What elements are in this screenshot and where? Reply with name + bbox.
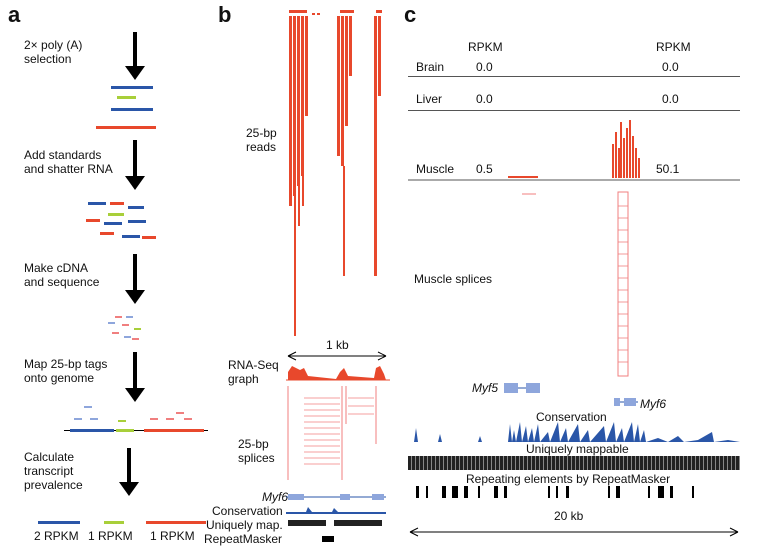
step-5-label: Calculate transcript prevalence xyxy=(24,450,83,492)
panel-c-letter: c xyxy=(404,2,417,27)
tissue-muscle-left: 0.5 xyxy=(476,162,493,176)
rpkm-header-right: RPKM xyxy=(656,40,691,54)
tissue-liver-label: Liver xyxy=(416,92,443,106)
tissue-muscle-label: Muscle xyxy=(416,162,455,176)
tissue-brain-left: 0.0 xyxy=(476,60,493,74)
track-repeatmasker-label: RepeatMasker xyxy=(204,532,283,546)
rnaseq-graph-label: RNA-Seq graph xyxy=(228,358,279,386)
gene-myf5-label: Myf5 xyxy=(472,381,499,395)
tissue-brain-right: 0.0 xyxy=(662,60,679,74)
rpkm-label-3: 1 RPKM xyxy=(150,529,195,543)
step-1-label: 2× poly (A) selection xyxy=(24,38,83,66)
tissue-liver-right: 0.0 xyxy=(662,92,679,106)
gene-myf6-label: Myf6 xyxy=(640,397,667,411)
rnaseq-graph xyxy=(286,366,390,381)
step-4-label: Map 25-bp tags onto genome xyxy=(24,357,108,385)
conservation-track xyxy=(408,422,740,442)
splices-label: 25-bp splices xyxy=(238,437,275,465)
uniquely-mappable-track xyxy=(408,456,740,470)
brain-track-line xyxy=(408,76,740,77)
scale-bar-1kb xyxy=(287,351,387,361)
step-arrow-4 xyxy=(125,352,145,402)
scale-label-20kb: 20 kb xyxy=(554,509,584,523)
splices-track xyxy=(287,386,377,480)
b-annotation-tracks xyxy=(286,494,386,542)
liver-track-line xyxy=(408,110,740,111)
scale-bar-20kb xyxy=(409,527,739,537)
step-3-label: Make cDNA and sequence xyxy=(24,261,100,289)
rpkm-label-1: 2 RPKM xyxy=(34,529,79,543)
muscle-splices-label: Muscle splices xyxy=(414,272,493,286)
step-arrow-5 xyxy=(119,448,139,496)
reads-track xyxy=(289,10,382,336)
rpkm-header-left: RPKM xyxy=(468,40,503,54)
step-2-label: Add standards and shatter RNA xyxy=(24,148,113,176)
muscle-expression-graph xyxy=(408,120,740,181)
uniquely-mappable-label: Uniquely mappable xyxy=(526,442,629,456)
tissue-liver-left: 0.0 xyxy=(476,92,493,106)
gene-models xyxy=(504,383,638,406)
conservation-label: Conservation xyxy=(536,410,607,424)
tissue-brain-label: Brain xyxy=(416,60,445,74)
step-arrow-3 xyxy=(125,254,145,304)
tissue-muscle-right: 50.1 xyxy=(656,162,680,176)
reads-label: 25-bp reads xyxy=(246,126,277,154)
track-uniquely-label: Uniquely map. xyxy=(206,518,283,532)
rpkm-label-2: 1 RPKM xyxy=(88,529,133,543)
scale-label-1kb: 1 kb xyxy=(326,338,349,352)
track-myf6-label: Myf6 xyxy=(262,490,289,504)
repeats-track xyxy=(416,486,694,498)
panel-b-letter: b xyxy=(218,2,232,27)
step-arrow-2 xyxy=(125,140,145,190)
muscle-splices-track xyxy=(522,191,629,377)
step-arrow-1 xyxy=(125,32,145,80)
repeats-label: Repeating elements by RepeatMasker xyxy=(466,472,671,486)
panel-a-letter: a xyxy=(8,2,21,27)
track-conservation-label: Conservation xyxy=(212,504,283,518)
